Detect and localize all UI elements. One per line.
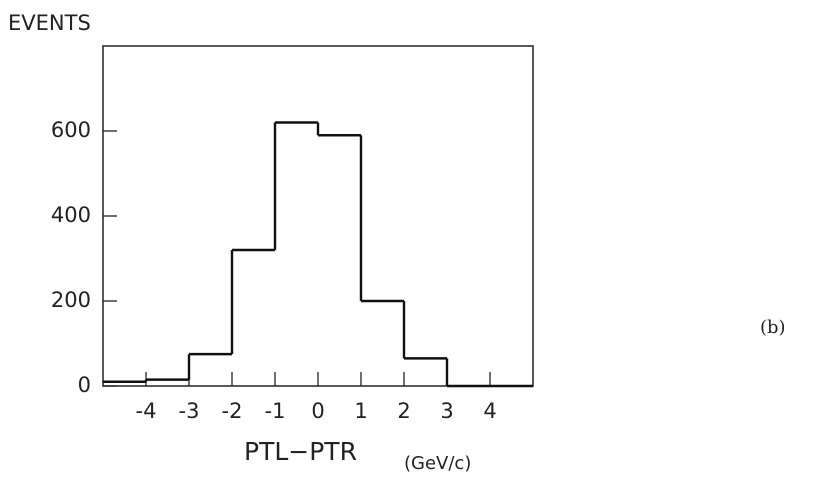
x-axis-unit: (GeV/c): [404, 453, 471, 474]
y-tick-label: 400: [51, 203, 91, 227]
x-tick-label: -4: [136, 399, 157, 423]
x-tick-label: -3: [179, 399, 200, 423]
x-tick-label: 2: [397, 399, 410, 423]
y-tick-label: 600: [51, 118, 91, 142]
x-axis-title: PTL−PTR: [244, 437, 357, 466]
x-tick-label: -2: [222, 399, 243, 423]
x-tick-label: 1: [354, 399, 367, 423]
plot-frame: [102, 45, 534, 387]
y-axis-title: EVENTS: [8, 11, 91, 35]
x-tick-label: -1: [265, 399, 286, 423]
y-tick-label: 0: [78, 373, 91, 397]
x-tick-label: 0: [311, 399, 324, 423]
panel-label: (b): [760, 317, 786, 338]
x-tick-label: 4: [483, 399, 496, 423]
x-tick-label: 3: [440, 399, 453, 423]
y-tick-label: 200: [51, 288, 91, 312]
